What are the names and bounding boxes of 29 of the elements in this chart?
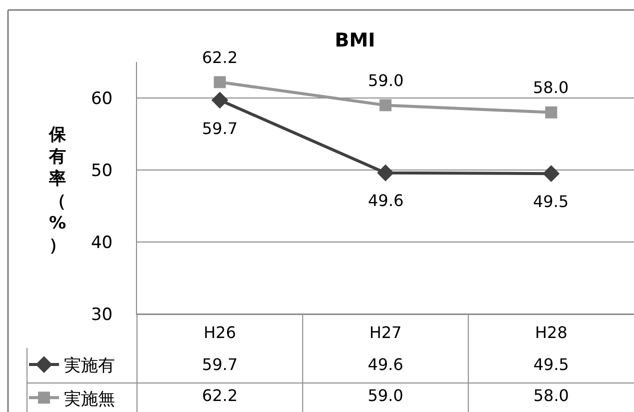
point — [211, 92, 228, 109]
text: 59.7 — [202, 119, 238, 138]
data-label: 62.2 — [202, 386, 238, 405]
data-label: 58.0 — [533, 386, 569, 405]
data-label: 59.7 — [202, 355, 238, 374]
point — [545, 106, 558, 118]
point — [377, 164, 394, 182]
y-tick-label: 30 — [90, 304, 113, 325]
y-tick-label: 40 — [90, 232, 113, 253]
x-tick-label: H26 — [204, 323, 236, 342]
legend-label: 実施有 — [64, 356, 115, 376]
data-label: 59.0 — [368, 386, 404, 405]
chart-title: BMI — [334, 30, 376, 52]
legend-label: 実施無 — [64, 389, 115, 410]
x-tick-label: H28 — [534, 323, 568, 342]
point — [542, 165, 560, 182]
text: 59.0 — [368, 71, 404, 90]
x-tick-label: H27 — [369, 323, 402, 342]
text: 62.2 — [202, 48, 238, 67]
text: 49.5 — [533, 192, 569, 211]
data-label: 49.5 — [533, 355, 569, 374]
data-label: 49.6 — [368, 355, 404, 374]
y-tick-label: 50 — [90, 160, 113, 181]
text: 49.6 — [368, 191, 404, 210]
y-tick-label: 60 — [90, 88, 113, 109]
point — [380, 99, 392, 112]
text: 58.0 — [533, 78, 569, 97]
y-axis-title: 保有率（%） — [48, 125, 67, 256]
point — [214, 76, 226, 88]
